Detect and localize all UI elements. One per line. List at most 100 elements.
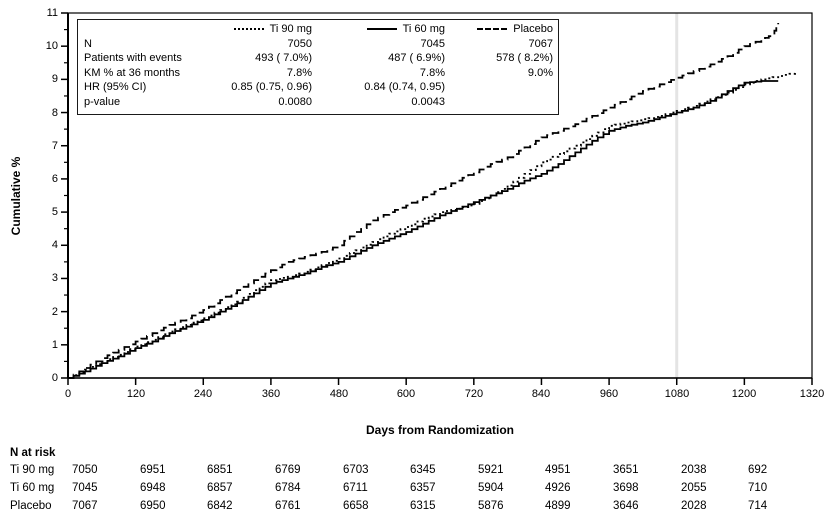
stat-value: 9.0% (527, 66, 553, 79)
y-tick-label: 5 (51, 206, 58, 218)
n-at-risk-value: 6784 (275, 482, 301, 494)
km-curve-ti-60-mg (68, 80, 779, 379)
y-tick-label: 1 (51, 339, 58, 351)
x-tick-label: 600 (396, 388, 416, 400)
stat-value: 0.0043 (411, 95, 445, 108)
legend-series-name: Ti 60 mg (402, 23, 445, 35)
km-curve-ti-90-mg (68, 72, 796, 379)
x-tick-label: 1200 (731, 388, 757, 400)
n-at-risk-value: 6703 (343, 464, 369, 476)
dashed-line-sample-icon (477, 28, 508, 31)
n-at-risk-row-label: Ti 60 mg (10, 482, 55, 494)
stat-value: 7.8% (419, 66, 445, 79)
y-tick-label: 3 (51, 272, 58, 284)
legend-header-spacer (84, 22, 216, 37)
stat-value: 7.8% (286, 66, 312, 79)
n-at-risk-value: 4951 (545, 464, 571, 476)
n-at-risk-value: 6658 (343, 500, 369, 512)
stat-value: 0.84 (0.74, 0.95) (364, 81, 445, 93)
solid-line-sample-icon (366, 28, 397, 31)
n-at-risk-value: 6761 (275, 500, 301, 512)
y-tick-label: 2 (51, 306, 58, 318)
y-tick-label: 0 (51, 372, 58, 384)
stat-value: 7067 (528, 37, 553, 50)
legend-series-name: Placebo (513, 23, 553, 35)
y-tick-label: 10 (45, 40, 58, 52)
stat-value: 7050 (287, 37, 312, 50)
stat-value: 7045 (420, 37, 445, 50)
n-at-risk-value: 6769 (275, 464, 301, 476)
legend-entry-ti60: Ti 60 mg (312, 22, 445, 37)
n-at-risk-value: 4899 (545, 500, 571, 512)
stat-row-label: p-value (84, 95, 121, 108)
legend-entry-ti90: Ti 90 mg (216, 22, 312, 37)
n-at-risk-value: 5904 (478, 482, 504, 494)
x-axis-label: Days from Randomization (365, 423, 515, 437)
legend-grid: Ti 90 mg Ti 60 mg Placebo N 7050 7045 70… (84, 22, 554, 109)
n-at-risk-value: 5876 (478, 500, 504, 512)
n-at-risk-value: 3698 (613, 482, 639, 494)
x-tick-label: 360 (261, 388, 281, 400)
n-at-risk-title: N at risk (10, 447, 56, 459)
n-at-risk-row-label: Ti 90 mg (10, 464, 55, 476)
stat-value (445, 95, 553, 110)
stat-value: 0.0080 (278, 95, 312, 108)
x-tick-label: 720 (464, 388, 484, 400)
x-tick-label: 480 (329, 388, 349, 400)
n-at-risk-value: 714 (748, 500, 768, 512)
n-at-risk-value: 7067 (72, 500, 98, 512)
y-tick-label: 4 (51, 239, 58, 251)
n-at-risk-value: 6842 (207, 500, 233, 512)
stat-value: 0.85 (0.75, 0.96) (231, 81, 312, 93)
x-tick-label: 960 (599, 388, 619, 400)
stat-row-label: Patients with events (84, 52, 182, 64)
n-at-risk-value: 5921 (478, 464, 504, 476)
n-at-risk-value: 6711 (343, 482, 368, 494)
dotted-line-sample-icon (233, 28, 264, 31)
km-plot-canvas (61, 12, 813, 385)
y-tick-label: 9 (51, 73, 58, 85)
n-at-risk-value: 6950 (140, 500, 166, 512)
stat-row-label: HR (95% CI) (84, 81, 147, 93)
n-at-risk-value: 2038 (681, 464, 707, 476)
y-tick-label: 6 (51, 173, 58, 185)
n-at-risk-value: 4926 (545, 482, 571, 494)
x-tick-label: 1320 (799, 388, 825, 400)
x-tick-label: 840 (531, 388, 551, 400)
n-at-risk-value: 7050 (72, 464, 98, 476)
n-at-risk-value: 6357 (410, 482, 436, 494)
y-tick-label: 8 (51, 107, 58, 119)
n-at-risk-value: 6951 (140, 464, 166, 476)
n-at-risk-value: 3646 (613, 500, 639, 512)
n-at-risk-value: 692 (748, 464, 768, 476)
n-at-risk-value: 710 (748, 482, 768, 494)
x-tick-label: 240 (193, 388, 213, 400)
n-at-risk-value: 6948 (140, 482, 166, 494)
n-at-risk-value: 6857 (207, 482, 233, 494)
y-tick-label: 11 (46, 7, 58, 19)
stat-row-label: KM % at 36 months (84, 66, 180, 79)
y-axis-label: Cumulative % (9, 156, 23, 236)
stat-value: 487 ( 6.9%) (388, 52, 445, 64)
n-at-risk-value: 7045 (72, 482, 98, 494)
stat-row-label: N (84, 37, 92, 50)
stat-value (445, 80, 553, 95)
legend-series-name: Ti 90 mg (269, 23, 312, 35)
n-at-risk-value: 2055 (681, 482, 707, 494)
legend-entry-placebo: Placebo (445, 22, 553, 37)
x-tick-label: 1080 (664, 388, 690, 400)
y-tick-label: 7 (51, 140, 58, 152)
n-at-risk-value: 2028 (681, 500, 707, 512)
km-curve-placebo (68, 23, 780, 379)
x-tick-label: 0 (64, 388, 72, 400)
n-at-risk-value: 6345 (410, 464, 436, 476)
n-at-risk-value: 3651 (613, 464, 639, 476)
stat-value: 493 ( 7.0%) (255, 52, 312, 64)
stat-value: 578 ( 8.2%) (496, 52, 553, 64)
x-tick-label: 120 (126, 388, 146, 400)
n-at-risk-value: 6851 (207, 464, 233, 476)
legend-stats-box: Ti 90 mg Ti 60 mg Placebo N 7050 7045 70… (77, 19, 559, 115)
n-at-risk-value: 6315 (410, 500, 436, 512)
n-at-risk-row-label: Placebo (10, 500, 52, 512)
